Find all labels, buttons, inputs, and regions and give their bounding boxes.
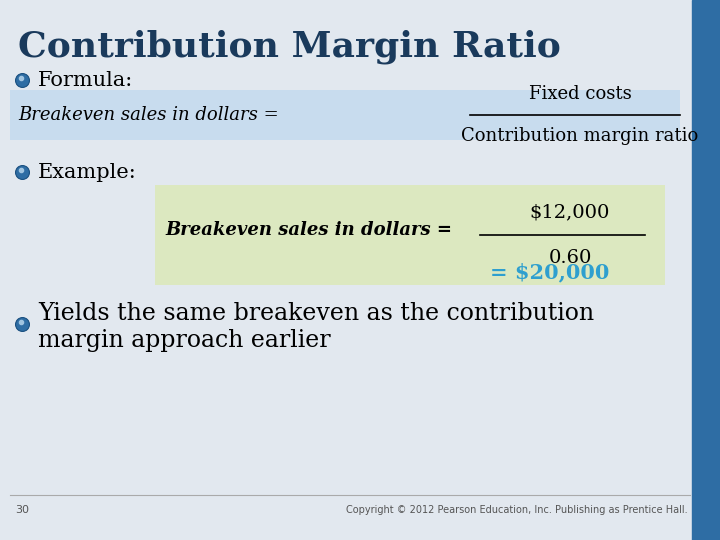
- Text: = $20,000: = $20,000: [490, 262, 609, 282]
- Text: Fixed costs: Fixed costs: [528, 85, 631, 103]
- Text: Copyright © 2012 Pearson Education, Inc. Publishing as Prentice Hall.: Copyright © 2012 Pearson Education, Inc.…: [346, 505, 688, 515]
- Text: 30: 30: [15, 505, 29, 515]
- Text: Example:: Example:: [38, 163, 137, 181]
- Bar: [692, 0, 720, 540]
- FancyBboxPatch shape: [155, 185, 665, 285]
- Text: 0.60: 0.60: [549, 249, 592, 267]
- Text: Contribution Margin Ratio: Contribution Margin Ratio: [18, 30, 561, 64]
- Text: Yields the same breakeven as the contribution: Yields the same breakeven as the contrib…: [38, 302, 594, 326]
- Text: Breakeven sales in dollars =: Breakeven sales in dollars =: [165, 221, 458, 239]
- Text: Contribution margin ratio: Contribution margin ratio: [462, 127, 698, 145]
- Text: Breakeven sales in dollars =: Breakeven sales in dollars =: [18, 106, 284, 124]
- Text: $12,000: $12,000: [530, 203, 610, 221]
- Text: Formula:: Formula:: [38, 71, 133, 90]
- FancyBboxPatch shape: [10, 90, 680, 140]
- Text: margin approach earlier: margin approach earlier: [38, 328, 330, 352]
